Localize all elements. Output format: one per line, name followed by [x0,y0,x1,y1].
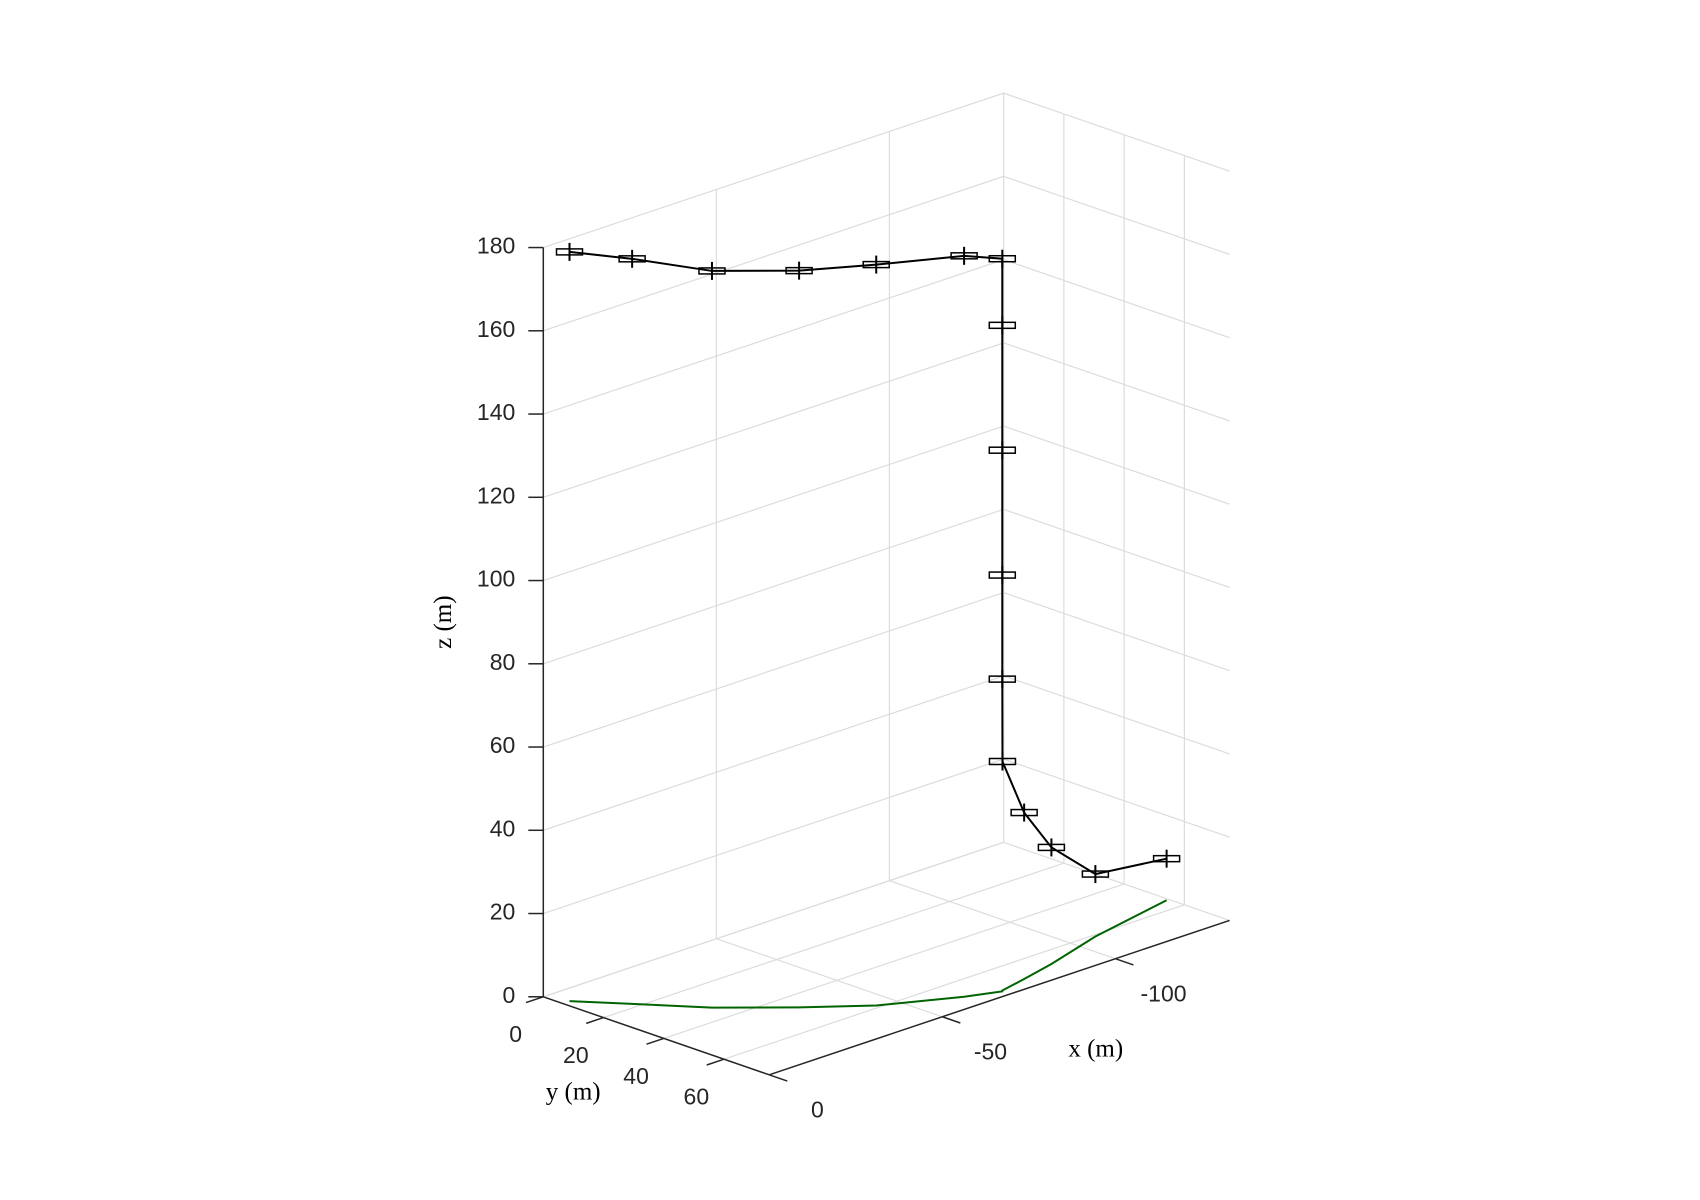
z-tick-label: 100 [477,566,515,592]
grid-line [716,938,943,1018]
grid-line [543,841,1004,998]
y-tick-label: 0 [509,1021,522,1047]
aircraft-marker [862,255,890,274]
y-tick [706,1058,725,1066]
grid-line [1003,92,1230,172]
grid-line [543,758,1004,915]
x-tick [1115,958,1134,966]
aircraft-marker [988,670,1017,689]
y-tick [525,996,544,1004]
grid-line [889,880,1116,960]
grid-line [1003,259,1230,339]
aircraft-marker [988,441,1017,460]
z-tick-label: 40 [490,815,516,841]
x-tick-label: -50 [974,1038,1007,1064]
z-tick-label: 160 [477,316,515,342]
x-tick-label: -100 [1141,980,1187,1006]
aircraft-marker [555,242,584,261]
grid-line [1003,758,1230,838]
grid-line [543,675,1004,831]
grid-line [543,92,1004,249]
x-tick [942,1016,961,1024]
aircraft-marker [1081,865,1110,884]
y-tick-label: 20 [563,1042,589,1068]
aircraft-marker [950,246,978,265]
z-axis-label: z (m) [430,595,457,648]
aircraft-marker [1010,803,1038,822]
z-tick-label: 60 [490,732,516,758]
grid-line [1003,175,1230,255]
aircraft-marker [1037,838,1066,857]
y-tick [646,1037,665,1045]
aircraft-marker [1152,849,1181,868]
grid-line [1003,508,1230,588]
grid-line [1003,675,1230,755]
trajectory [569,250,1167,876]
z-tick-label: 180 [477,233,515,259]
z-tick-label: 20 [490,899,516,925]
x-tick [768,1074,788,1082]
z-tick-label: 80 [490,649,516,675]
aircraft-marker [785,261,813,280]
z-tick-label: 140 [477,399,515,425]
x-tick-label: 0 [811,1097,824,1123]
z-tick-label: 120 [477,482,515,508]
grid-line [1003,425,1230,505]
z-tick-label: 0 [503,982,516,1008]
x-axis-label: x (m) [1068,1036,1123,1063]
aircraft-marker [988,316,1017,335]
y-tick [585,1016,604,1025]
grid-line [663,883,1125,1039]
grid-line [603,862,1065,1019]
grid-line [543,592,1004,748]
aircraft-marker [988,752,1017,771]
y-axis [543,996,770,1076]
y-tick-label: 60 [684,1084,710,1110]
y-axis-label: y (m) [546,1078,601,1105]
grid-line [543,508,1004,665]
aircraft-marker [988,249,1017,268]
x-axis [768,919,1230,1076]
grid-line [543,342,1004,498]
grid-line [543,259,1004,415]
aircraft-marker [988,566,1017,585]
grid-line [543,425,1004,582]
aircraft-marker [618,249,646,268]
grid-line [543,175,1004,332]
grid-line [1003,342,1230,422]
grid-line [1003,841,1230,921]
y-tick-label: 40 [623,1063,649,1089]
ground-track [569,899,1168,1009]
grid-line [1003,592,1230,672]
aircraft-marker [698,261,726,280]
